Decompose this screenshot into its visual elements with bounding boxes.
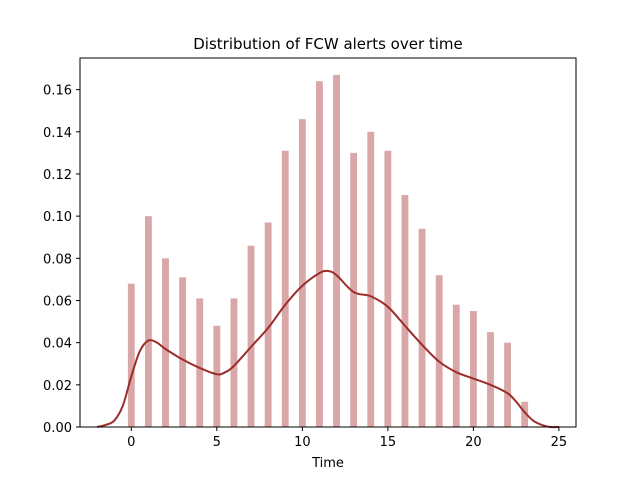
histogram-bar (298, 119, 306, 428)
y-tick-label: 0.02 (43, 379, 72, 394)
histogram-bar (487, 332, 494, 427)
histogram-bar (196, 298, 204, 427)
histogram-bar (247, 245, 255, 427)
histogram-bar (179, 277, 187, 427)
x-tick-label: 5 (213, 435, 221, 450)
histogram-bar (350, 152, 358, 427)
histogram-bar (401, 195, 409, 427)
x-tick-label: 15 (380, 435, 397, 450)
y-tick-label: 0.14 (43, 126, 72, 141)
histogram-bar (418, 228, 426, 427)
x-axis-label: Time (311, 456, 344, 471)
histogram-bar (452, 304, 460, 427)
histogram-bar (162, 258, 169, 427)
x-tick-label: 10 (294, 435, 311, 450)
histogram-bar (435, 275, 443, 427)
histogram-bar (521, 401, 529, 427)
y-tick-label: 0.04 (43, 337, 72, 352)
histogram-bar (127, 283, 135, 427)
histogram-bar (367, 131, 375, 428)
kde-line (96, 269, 559, 429)
histogram-bar (384, 150, 392, 427)
axes-layer: 0 5 10 15 20 25 0.00 0.02 0.04 0.06 0.08 0.10 0.12 0.… (43, 57, 577, 450)
x-tick-label: 0 (127, 435, 135, 450)
histogram-bar (144, 216, 152, 427)
kde-layer (96, 269, 559, 429)
y-tick-label: 0.00 (43, 421, 72, 436)
plot-frame (79, 57, 577, 428)
histogram-bar (316, 81, 323, 428)
histogram-bar (333, 74, 340, 428)
x-tick-label: 25 (551, 435, 568, 450)
histogram-bar (504, 342, 512, 427)
histogram-bar (469, 311, 477, 427)
x-tick-label: 20 (465, 435, 482, 450)
y-tick-label: 0.06 (43, 294, 72, 309)
y-tick-label: 0.16 (43, 84, 72, 99)
histogram-bar (213, 325, 221, 427)
histogram-bar (281, 150, 289, 427)
bars-layer (127, 74, 529, 428)
y-tick-label: 0.08 (43, 252, 72, 267)
y-tick-label: 0.12 (43, 168, 72, 183)
chart-title: Distribution of FCW alerts over time (193, 35, 463, 53)
histogram-bar (230, 298, 238, 427)
histogram-bar (264, 222, 272, 427)
y-tick-label: 0.10 (43, 210, 72, 225)
